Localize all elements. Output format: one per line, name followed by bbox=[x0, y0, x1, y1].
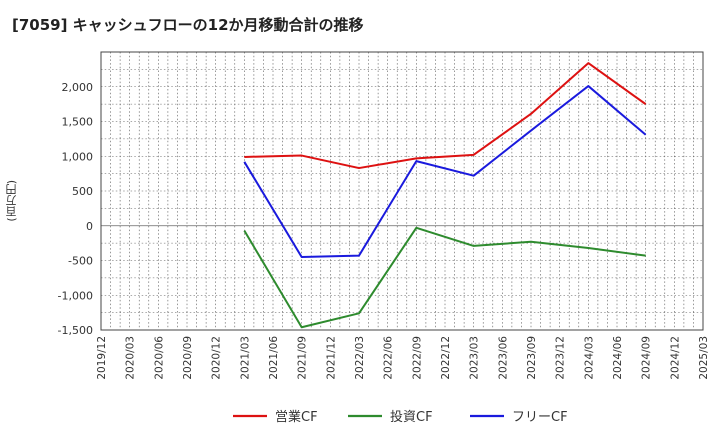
series-line-2 bbox=[243, 226, 646, 329]
x-tick-label: 2023/06 bbox=[497, 336, 509, 380]
x-tick-label: 2022/09 bbox=[411, 336, 423, 380]
x-tick-label: 2023/12 bbox=[555, 336, 567, 380]
x-tick-label: 2024/06 bbox=[612, 336, 624, 380]
x-tick-label: 2021/06 bbox=[268, 336, 280, 380]
y-tick-label: 1,500 bbox=[62, 116, 94, 129]
y-tick-label: 0 bbox=[86, 220, 93, 233]
y-tick-label: -1,000 bbox=[58, 289, 93, 302]
x-tick-label: 2020/09 bbox=[182, 336, 194, 380]
x-tick-label: 2024/09 bbox=[641, 336, 653, 380]
x-tick-label: 2021/12 bbox=[325, 336, 337, 380]
x-tick-label: 2021/03 bbox=[239, 336, 251, 380]
x-tick-label: 2022/03 bbox=[354, 336, 366, 380]
plot-border bbox=[100, 51, 704, 331]
x-tick-label: 2021/09 bbox=[297, 336, 309, 380]
legend-label-2: 投資CF bbox=[390, 409, 433, 425]
series-line-1 bbox=[244, 62, 647, 170]
legend-label-1: 営業CF bbox=[275, 409, 318, 425]
y-tick-label: 2,000 bbox=[62, 81, 94, 94]
y-tick-label: 1,000 bbox=[62, 150, 94, 163]
x-tick-label: 2019/12 bbox=[96, 336, 108, 380]
y-tick-label: -500 bbox=[68, 255, 93, 268]
x-tick-label: 2022/12 bbox=[440, 336, 452, 380]
x-tick-label: 2020/03 bbox=[125, 336, 137, 380]
series-line-3 bbox=[243, 85, 647, 259]
legend-label-3: フリーCF bbox=[512, 410, 568, 425]
x-tick-label: 2025/03 bbox=[698, 336, 710, 380]
x-tick-label: 2020/12 bbox=[211, 336, 223, 380]
y-tick-label: -1,500 bbox=[58, 324, 93, 337]
x-tick-label: 2024/03 bbox=[583, 336, 595, 380]
x-tick-label: 2023/03 bbox=[469, 336, 481, 380]
x-tick-label: 2020/06 bbox=[153, 336, 165, 380]
y-tick-label: 500 bbox=[72, 185, 93, 198]
x-tick-label: 2023/09 bbox=[526, 336, 538, 380]
x-tick-label: 2024/12 bbox=[669, 336, 681, 380]
chart-title: [7059] キャッシュフローの12か月移動合計の推移 bbox=[12, 16, 364, 34]
x-tick-label: 2022/06 bbox=[383, 336, 395, 380]
